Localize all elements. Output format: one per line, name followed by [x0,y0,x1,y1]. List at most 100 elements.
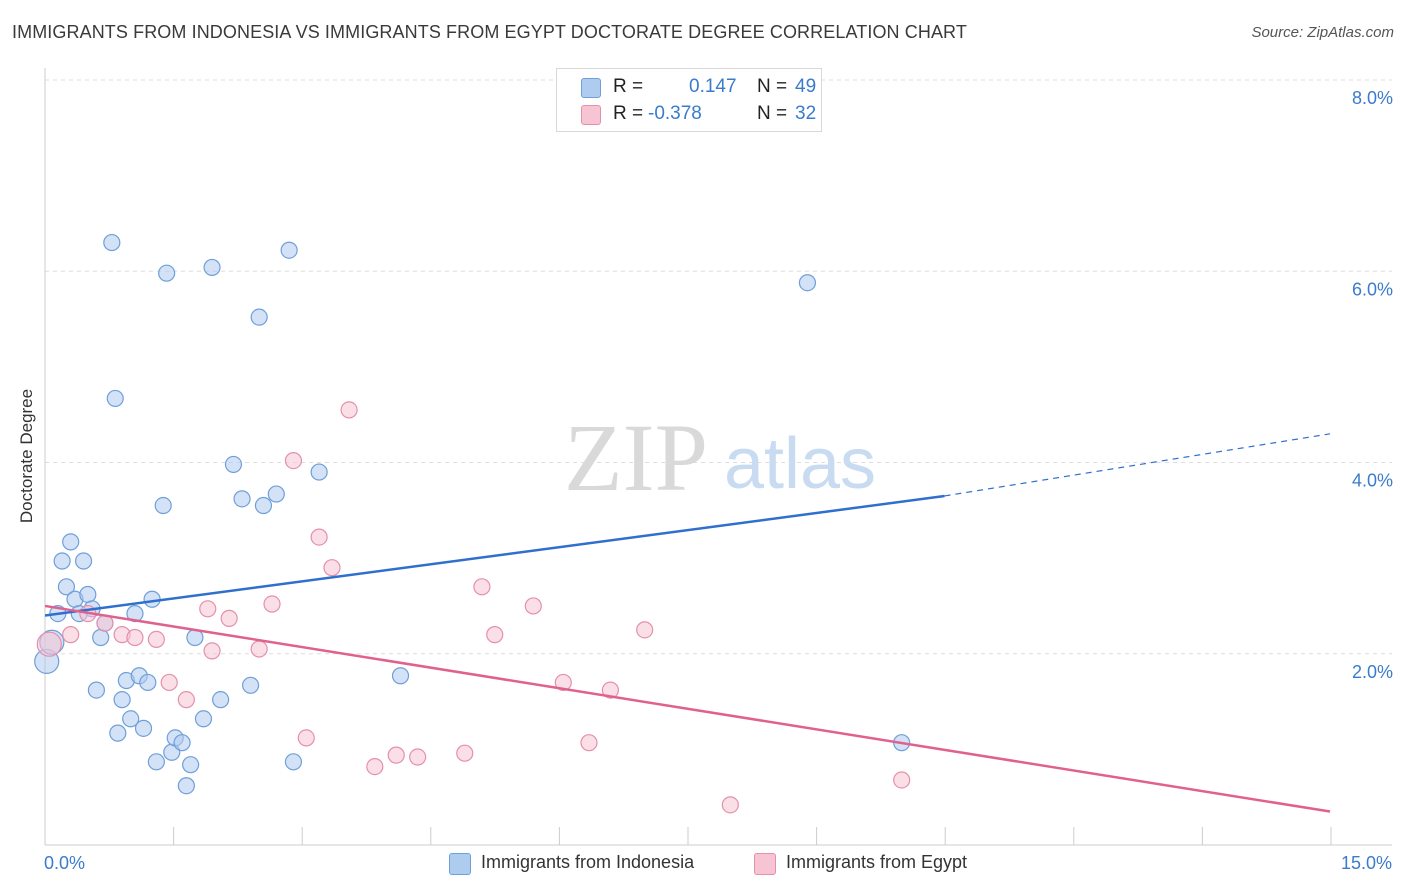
indonesia-trendline [44,494,945,617]
egypt-point [340,401,358,419]
n-label: N = [757,76,788,97]
y-tick-label: 2.0% [1352,662,1393,682]
r-label: R = [613,76,644,97]
r-label: R = [613,103,644,124]
egypt-point [297,729,315,747]
indonesia-point [182,756,200,774]
n-value: 49 [795,76,817,97]
egypt-point [409,748,427,766]
indonesia-point [147,753,165,771]
indonesia-point [57,578,76,596]
egypt-point [310,528,328,546]
egypt-legend-swatch [754,853,776,875]
indonesia-point [250,308,268,326]
indonesia-point [53,552,71,570]
egypt-point [473,578,491,596]
indonesia-point [254,496,273,515]
egypt-point [366,757,384,776]
indonesia-point [391,667,410,685]
indonesia-point [122,710,140,728]
egypt-point [456,744,474,762]
egypt-point [126,628,144,647]
indonesia-point [143,590,161,608]
egypt-point [636,621,654,639]
y-tick-labels: 2.0% 4.0% 6.0% 8.0% [1352,88,1393,682]
indonesia-point [139,673,157,692]
egypt-point [199,600,217,618]
indonesia-point [177,777,195,795]
indonesia-point [203,258,221,277]
indonesia-point [194,710,213,728]
series-indonesia-points [34,233,911,795]
egypt-point [203,642,221,660]
indonesia-point [233,490,251,508]
egypt-point [147,630,165,649]
watermark-atlas: atlas [724,424,876,504]
trendlines [44,433,1331,813]
indonesia-point [103,233,121,252]
egypt-point [524,597,542,615]
indonesia-point [113,691,131,709]
indonesia-point [267,485,285,503]
egypt-point [601,681,620,699]
n-value: 32 [795,103,817,124]
indonesia-point [212,691,230,709]
egypt-point [250,640,268,658]
egypt-point [893,771,911,789]
indonesia-point [242,676,260,694]
indonesia-trendline-extension [944,433,1331,497]
egypt-point [220,609,238,627]
chart-title: IMMIGRANTS FROM INDONESIA VS IMMIGRANTS … [12,22,967,42]
egypt-point [36,631,62,657]
egypt-trendline [44,604,1331,813]
indonesia-point [92,628,110,647]
egypt-point [62,626,80,644]
egypt-point [554,673,572,692]
egypt-swatch [581,105,601,125]
egypt-point [580,734,598,752]
n-label: N = [757,103,788,124]
x-tick-label-max: 15.0% [1340,853,1392,873]
indonesia-point [173,734,191,752]
indonesia-swatch [581,78,601,98]
indonesia-point [158,264,176,282]
indonesia-point [79,585,97,604]
egypt-point [387,746,405,764]
series-egypt-points [36,401,911,814]
series-legend: Immigrants from Indonesia Immigrants fro… [0,852,1406,878]
grid-lines [45,79,1392,655]
indonesia-point [134,719,153,737]
indonesia-point [74,552,93,570]
indonesia-point [798,274,817,292]
x-tick-label-min: 0.0% [44,853,86,873]
indonesia-point [280,241,298,259]
egypt-point [284,451,303,470]
indonesia-point [310,463,328,481]
egypt-point [721,796,739,814]
y-tick-label: 4.0% [1352,471,1393,491]
source-label: Source: ZipAtlas.com [1251,24,1394,41]
watermark-zip: ZIP [564,404,708,511]
indonesia-point [224,455,243,474]
indonesia-point [106,389,124,408]
indonesia-point [109,724,127,742]
watermark: ZIP atlas [564,404,876,511]
indonesia-point [154,496,172,515]
indonesia-point [62,533,80,551]
legend-label-egypt: Immigrants from Egypt [786,852,968,872]
y-tick-label: 8.0% [1352,88,1393,108]
egypt-point [486,626,504,644]
stats-legend: R = 0.147 N = 49 R = -0.378 N = 32 [556,68,822,132]
axes [44,68,1392,846]
y-tick-label: 6.0% [1352,279,1393,299]
r-value: 0.147 [689,76,737,97]
indonesia-point [87,681,106,699]
egypt-point [160,673,178,692]
indonesia-legend-swatch [449,853,471,875]
indonesia-point [284,753,303,771]
egypt-point [177,691,195,709]
egypt-point [323,559,341,577]
egypt-point [263,595,281,613]
legend-label-indonesia: Immigrants from Indonesia [481,852,695,872]
